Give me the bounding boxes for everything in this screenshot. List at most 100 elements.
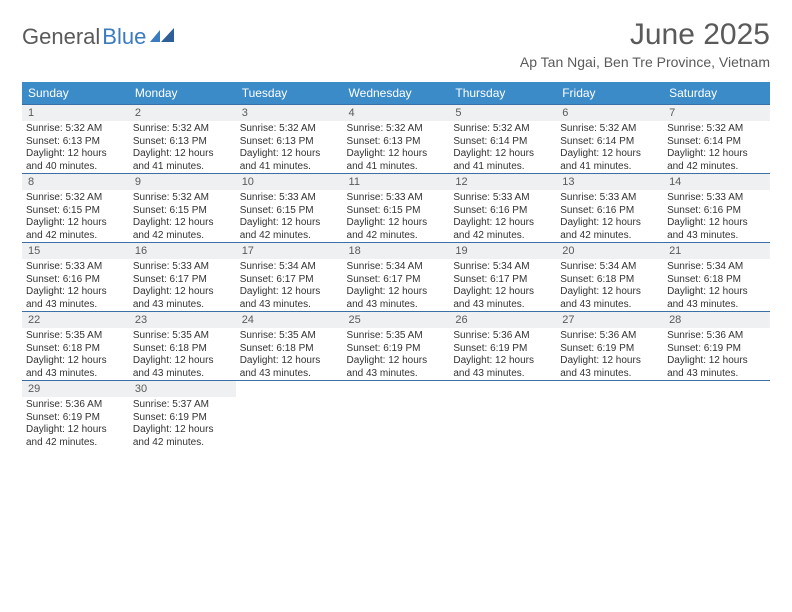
- sunrise-text: Sunrise: 5:35 AM: [26, 330, 125, 343]
- daylight-line1: Daylight: 12 hours: [26, 148, 125, 161]
- day-info: Sunrise: 5:34 AMSunset: 6:17 PMDaylight:…: [343, 259, 450, 311]
- calendar-row: 8Sunrise: 5:32 AMSunset: 6:15 PMDaylight…: [22, 174, 770, 243]
- calendar-cell: [663, 381, 770, 450]
- daylight-line1: Daylight: 12 hours: [560, 217, 659, 230]
- sunrise-text: Sunrise: 5:36 AM: [26, 399, 125, 412]
- sunset-text: Sunset: 6:18 PM: [560, 274, 659, 287]
- daylight-line2: and 42 minutes.: [667, 161, 766, 174]
- sunset-text: Sunset: 6:16 PM: [26, 274, 125, 287]
- weekday-header: Friday: [556, 82, 663, 105]
- daylight-line2: and 42 minutes.: [133, 230, 232, 243]
- daylight-line2: and 43 minutes.: [453, 299, 552, 312]
- daylight-line2: and 43 minutes.: [347, 368, 446, 381]
- calendar-cell: 10Sunrise: 5:33 AMSunset: 6:15 PMDayligh…: [236, 174, 343, 243]
- day-info: Sunrise: 5:35 AMSunset: 6:18 PMDaylight:…: [22, 328, 129, 380]
- sunrise-text: Sunrise: 5:32 AM: [347, 123, 446, 136]
- daylight-line1: Daylight: 12 hours: [133, 148, 232, 161]
- daylight-line1: Daylight: 12 hours: [26, 355, 125, 368]
- sunrise-text: Sunrise: 5:32 AM: [26, 123, 125, 136]
- sunset-text: Sunset: 6:17 PM: [240, 274, 339, 287]
- day-number: 20: [556, 243, 663, 259]
- sunrise-text: Sunrise: 5:33 AM: [347, 192, 446, 205]
- day-info: Sunrise: 5:33 AMSunset: 6:15 PMDaylight:…: [343, 190, 450, 242]
- calendar-cell: 24Sunrise: 5:35 AMSunset: 6:18 PMDayligh…: [236, 312, 343, 381]
- daylight-line2: and 43 minutes.: [667, 368, 766, 381]
- calendar-cell: 2Sunrise: 5:32 AMSunset: 6:13 PMDaylight…: [129, 105, 236, 174]
- sunrise-text: Sunrise: 5:32 AM: [453, 123, 552, 136]
- calendar-cell: 19Sunrise: 5:34 AMSunset: 6:17 PMDayligh…: [449, 243, 556, 312]
- daylight-line1: Daylight: 12 hours: [26, 286, 125, 299]
- daylight-line1: Daylight: 12 hours: [560, 286, 659, 299]
- calendar-cell: 12Sunrise: 5:33 AMSunset: 6:16 PMDayligh…: [449, 174, 556, 243]
- day-number: 29: [22, 381, 129, 397]
- calendar-cell: 9Sunrise: 5:32 AMSunset: 6:15 PMDaylight…: [129, 174, 236, 243]
- calendar-row: 29Sunrise: 5:36 AMSunset: 6:19 PMDayligh…: [22, 381, 770, 450]
- daylight-line2: and 43 minutes.: [667, 230, 766, 243]
- daylight-line1: Daylight: 12 hours: [26, 217, 125, 230]
- sunrise-text: Sunrise: 5:33 AM: [667, 192, 766, 205]
- daylight-line1: Daylight: 12 hours: [453, 286, 552, 299]
- calendar-cell: 4Sunrise: 5:32 AMSunset: 6:13 PMDaylight…: [343, 105, 450, 174]
- sunset-text: Sunset: 6:17 PM: [347, 274, 446, 287]
- day-number: 25: [343, 312, 450, 328]
- daylight-line2: and 42 minutes.: [26, 437, 125, 450]
- weekday-header: Saturday: [663, 82, 770, 105]
- sunset-text: Sunset: 6:18 PM: [240, 343, 339, 356]
- sunrise-text: Sunrise: 5:33 AM: [560, 192, 659, 205]
- daylight-line2: and 42 minutes.: [26, 230, 125, 243]
- calendar-cell: 11Sunrise: 5:33 AMSunset: 6:15 PMDayligh…: [343, 174, 450, 243]
- day-number: 12: [449, 174, 556, 190]
- sunset-text: Sunset: 6:16 PM: [560, 205, 659, 218]
- daylight-line1: Daylight: 12 hours: [347, 286, 446, 299]
- calendar-cell: 15Sunrise: 5:33 AMSunset: 6:16 PMDayligh…: [22, 243, 129, 312]
- weekday-header: Monday: [129, 82, 236, 105]
- daylight-line2: and 43 minutes.: [667, 299, 766, 312]
- daylight-line2: and 43 minutes.: [26, 368, 125, 381]
- daylight-line2: and 43 minutes.: [240, 368, 339, 381]
- sunrise-text: Sunrise: 5:32 AM: [26, 192, 125, 205]
- day-info: Sunrise: 5:35 AMSunset: 6:19 PMDaylight:…: [343, 328, 450, 380]
- day-number: 10: [236, 174, 343, 190]
- daylight-line1: Daylight: 12 hours: [133, 424, 232, 437]
- daylight-line2: and 42 minutes.: [240, 230, 339, 243]
- daylight-line2: and 42 minutes.: [347, 230, 446, 243]
- sunrise-text: Sunrise: 5:34 AM: [347, 261, 446, 274]
- sunset-text: Sunset: 6:18 PM: [26, 343, 125, 356]
- daylight-line1: Daylight: 12 hours: [560, 148, 659, 161]
- sunset-text: Sunset: 6:17 PM: [133, 274, 232, 287]
- sunrise-text: Sunrise: 5:33 AM: [240, 192, 339, 205]
- sunset-text: Sunset: 6:14 PM: [667, 136, 766, 149]
- day-number: 27: [556, 312, 663, 328]
- day-number: 24: [236, 312, 343, 328]
- daylight-line1: Daylight: 12 hours: [240, 355, 339, 368]
- day-info: Sunrise: 5:36 AMSunset: 6:19 PMDaylight:…: [22, 397, 129, 449]
- daylight-line2: and 43 minutes.: [347, 299, 446, 312]
- daylight-line2: and 43 minutes.: [560, 368, 659, 381]
- sunrise-text: Sunrise: 5:36 AM: [667, 330, 766, 343]
- flag-icon: [150, 24, 176, 50]
- sunset-text: Sunset: 6:16 PM: [453, 205, 552, 218]
- daylight-line2: and 43 minutes.: [240, 299, 339, 312]
- day-info: Sunrise: 5:33 AMSunset: 6:16 PMDaylight:…: [663, 190, 770, 242]
- sunrise-text: Sunrise: 5:35 AM: [133, 330, 232, 343]
- day-info: Sunrise: 5:32 AMSunset: 6:14 PMDaylight:…: [663, 121, 770, 173]
- day-info: Sunrise: 5:32 AMSunset: 6:14 PMDaylight:…: [449, 121, 556, 173]
- day-number: 3: [236, 105, 343, 121]
- daylight-line2: and 43 minutes.: [453, 368, 552, 381]
- sunrise-text: Sunrise: 5:33 AM: [453, 192, 552, 205]
- daylight-line1: Daylight: 12 hours: [667, 148, 766, 161]
- daylight-line2: and 40 minutes.: [26, 161, 125, 174]
- day-number: 11: [343, 174, 450, 190]
- weekday-header: Thursday: [449, 82, 556, 105]
- calendar-cell: 7Sunrise: 5:32 AMSunset: 6:14 PMDaylight…: [663, 105, 770, 174]
- day-number: 5: [449, 105, 556, 121]
- day-number: 9: [129, 174, 236, 190]
- day-number: 30: [129, 381, 236, 397]
- weekday-header: Sunday: [22, 82, 129, 105]
- day-number: 17: [236, 243, 343, 259]
- sunset-text: Sunset: 6:19 PM: [133, 412, 232, 425]
- sunrise-text: Sunrise: 5:37 AM: [133, 399, 232, 412]
- daylight-line1: Daylight: 12 hours: [133, 217, 232, 230]
- day-number: 22: [22, 312, 129, 328]
- day-number: 16: [129, 243, 236, 259]
